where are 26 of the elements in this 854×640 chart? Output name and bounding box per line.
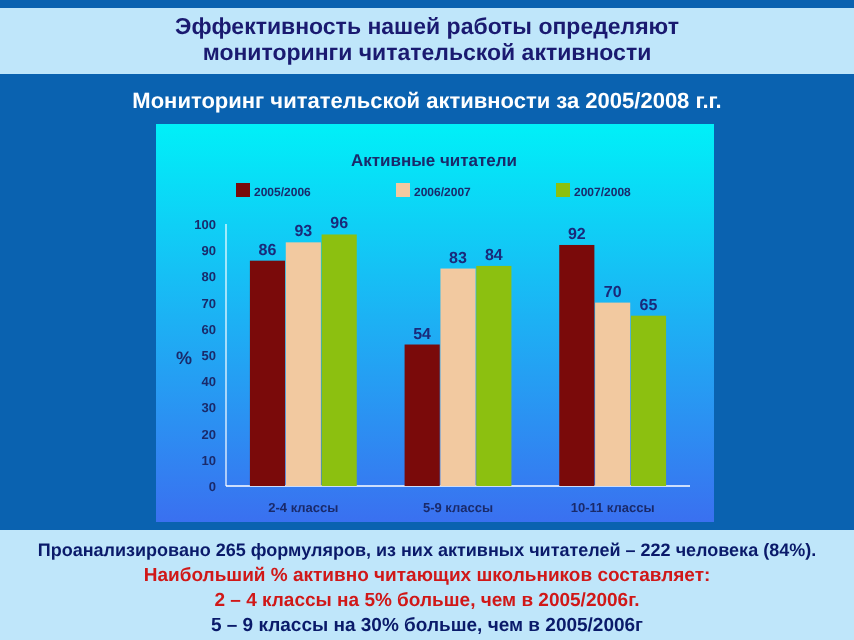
data-label: 70 — [603, 282, 623, 301]
bar — [595, 302, 631, 486]
data-label: 93 — [294, 222, 314, 241]
data-label: 96 — [330, 214, 350, 233]
data-label: 84 — [484, 245, 504, 264]
chart-title: Активные читатели — [350, 150, 518, 170]
bar — [321, 234, 357, 486]
data-label: 54 — [413, 324, 433, 343]
data-label: 65 — [639, 295, 659, 314]
bar — [285, 242, 321, 486]
data-label: 92 — [567, 224, 587, 243]
bar — [630, 315, 667, 486]
text: 5 – 9 классы на 30% больше, чем в 2005/2006г — [210, 615, 644, 637]
chart-subtitle: Мониторинг читательской активности за 2005/2008 г.г. — [132, 90, 722, 114]
text: Эффективность нашей работы определяют мониторинги читательской активности — [175, 16, 680, 66]
bar — [440, 268, 476, 486]
bar — [404, 344, 440, 486]
text: 2 – 4 классы на 5% больше, чем в 2005/2006г. — [214, 590, 640, 612]
y-axis-title: % — [175, 348, 193, 368]
text: Наибольший % активно читающих школьников составляет: — [143, 565, 711, 587]
bar — [559, 244, 595, 486]
text: Проанализировано 265 формуляров, из них активных читателей – 222 человека (84%). — [37, 540, 817, 560]
data-label: 83 — [449, 248, 468, 267]
data-label: 86 — [258, 240, 278, 259]
bar — [249, 260, 286, 486]
bar — [476, 265, 512, 486]
